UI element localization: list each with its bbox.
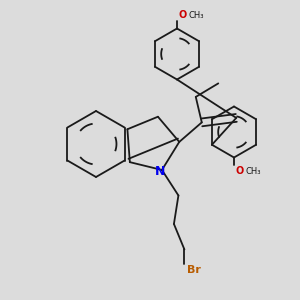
Text: O: O [236, 167, 244, 176]
Text: CH₃: CH₃ [245, 167, 261, 176]
Text: Br: Br [188, 266, 201, 275]
Text: N: N [155, 165, 166, 178]
Text: O: O [178, 10, 187, 20]
Text: CH₃: CH₃ [188, 11, 204, 20]
